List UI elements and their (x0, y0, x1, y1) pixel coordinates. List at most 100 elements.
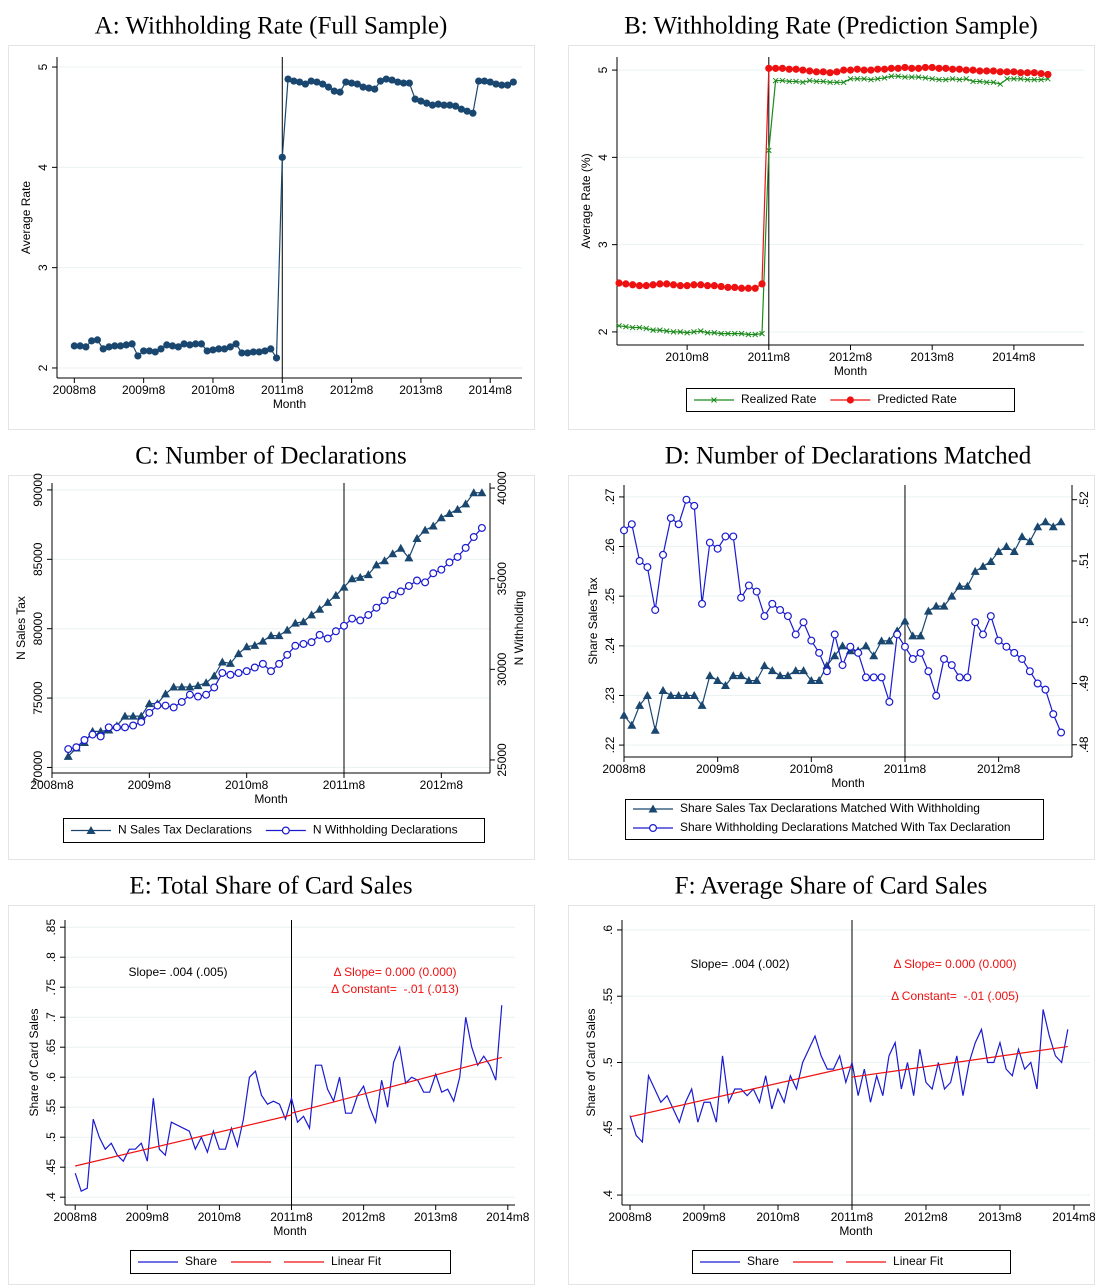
x-tick-label: 2011m8 (831, 1210, 874, 1224)
marker (791, 666, 801, 675)
marker (313, 78, 321, 86)
marker (194, 692, 203, 701)
marker (963, 673, 972, 682)
marker (1056, 517, 1066, 526)
marker (323, 634, 332, 643)
marker (1038, 76, 1044, 83)
marker (663, 280, 671, 288)
marker (469, 109, 477, 117)
x-tick-label: 2014m8 (469, 383, 513, 397)
marker (278, 153, 286, 161)
marker (880, 65, 889, 73)
marker (388, 76, 396, 84)
marker (1025, 537, 1035, 546)
marker (729, 532, 738, 541)
marker (174, 343, 182, 351)
marker (331, 627, 340, 636)
y2-tick-label: .49 (1077, 675, 1091, 692)
marker (76, 342, 84, 350)
marker (642, 690, 652, 699)
marker (1044, 70, 1052, 79)
marker (900, 642, 909, 651)
marker (144, 699, 154, 708)
marker (884, 636, 894, 645)
marker (153, 701, 162, 710)
marker (396, 543, 406, 552)
marker (792, 65, 800, 73)
marker (627, 720, 637, 729)
marker (93, 336, 102, 344)
marker (1031, 76, 1038, 83)
x-tick-label: 2014m8 (992, 350, 1036, 364)
legend-label: Share Withholding Declarations Matched W… (680, 820, 1011, 834)
marker (1002, 642, 1011, 651)
marker (861, 75, 867, 82)
marker (731, 330, 738, 337)
annotation: Δ Constant= -.01 (.005) (891, 989, 1019, 1003)
x-tick-label: 2010m8 (191, 383, 235, 397)
marker (942, 64, 950, 72)
marker (947, 591, 957, 600)
x-tick-label: 2010m8 (198, 1210, 242, 1224)
marker (710, 282, 718, 290)
series-line (291, 1056, 502, 1114)
legend-label: Realized Rate (741, 392, 817, 406)
x-tick-label: 2008m8 (30, 778, 74, 792)
y-tick-label: 4 (36, 164, 50, 171)
x-axis-label: Month (254, 792, 287, 806)
y-tick-label: .5 (601, 1057, 615, 1067)
marker (412, 534, 422, 543)
marker (340, 621, 349, 630)
marker (922, 75, 929, 81)
marker (180, 340, 188, 348)
marker (475, 77, 483, 85)
panel (8, 905, 535, 1285)
x-axis-label: Month (834, 364, 867, 378)
marker (923, 606, 933, 615)
marker (833, 68, 841, 76)
marker (931, 601, 941, 610)
marker (111, 342, 119, 350)
chart-title: E: Total Share of Card Sales (129, 873, 412, 900)
y-axis-label: Average Rate (19, 181, 33, 254)
x-tick-label: 2010m8 (756, 1210, 800, 1224)
marker (405, 79, 413, 87)
marker (703, 282, 712, 290)
marker (282, 625, 292, 634)
marker (629, 281, 637, 289)
marker (372, 603, 381, 612)
marker (64, 745, 73, 754)
y-tick-label: .25 (603, 588, 617, 605)
marker (900, 616, 910, 625)
marker (619, 710, 629, 719)
marker (399, 79, 408, 87)
marker (745, 331, 752, 338)
marker (929, 75, 936, 82)
y-tick-label: .26 (603, 538, 617, 555)
marker (209, 346, 217, 354)
marker (728, 671, 738, 680)
marker (895, 73, 902, 80)
marker (298, 617, 308, 626)
marker (272, 354, 281, 362)
marker (192, 340, 200, 348)
marker (616, 322, 622, 329)
y-tick-label: .24 (603, 637, 617, 654)
marker (868, 76, 874, 83)
chart-title: C: Number of Declarations (135, 443, 406, 470)
marker (971, 618, 980, 627)
marker (846, 396, 854, 404)
annotation: Slope= .004 (.002) (690, 957, 789, 971)
y2-tick-label: 30000 (495, 652, 509, 686)
marker (274, 631, 284, 640)
y-tick-label: .85 (44, 919, 58, 936)
marker (751, 284, 759, 292)
marker (815, 648, 824, 657)
marker (819, 68, 827, 76)
marker (643, 325, 650, 332)
marker (908, 74, 915, 80)
y-tick-label: .6 (44, 1072, 58, 1082)
marker (445, 558, 454, 567)
marker (651, 605, 660, 614)
marker (453, 504, 463, 513)
